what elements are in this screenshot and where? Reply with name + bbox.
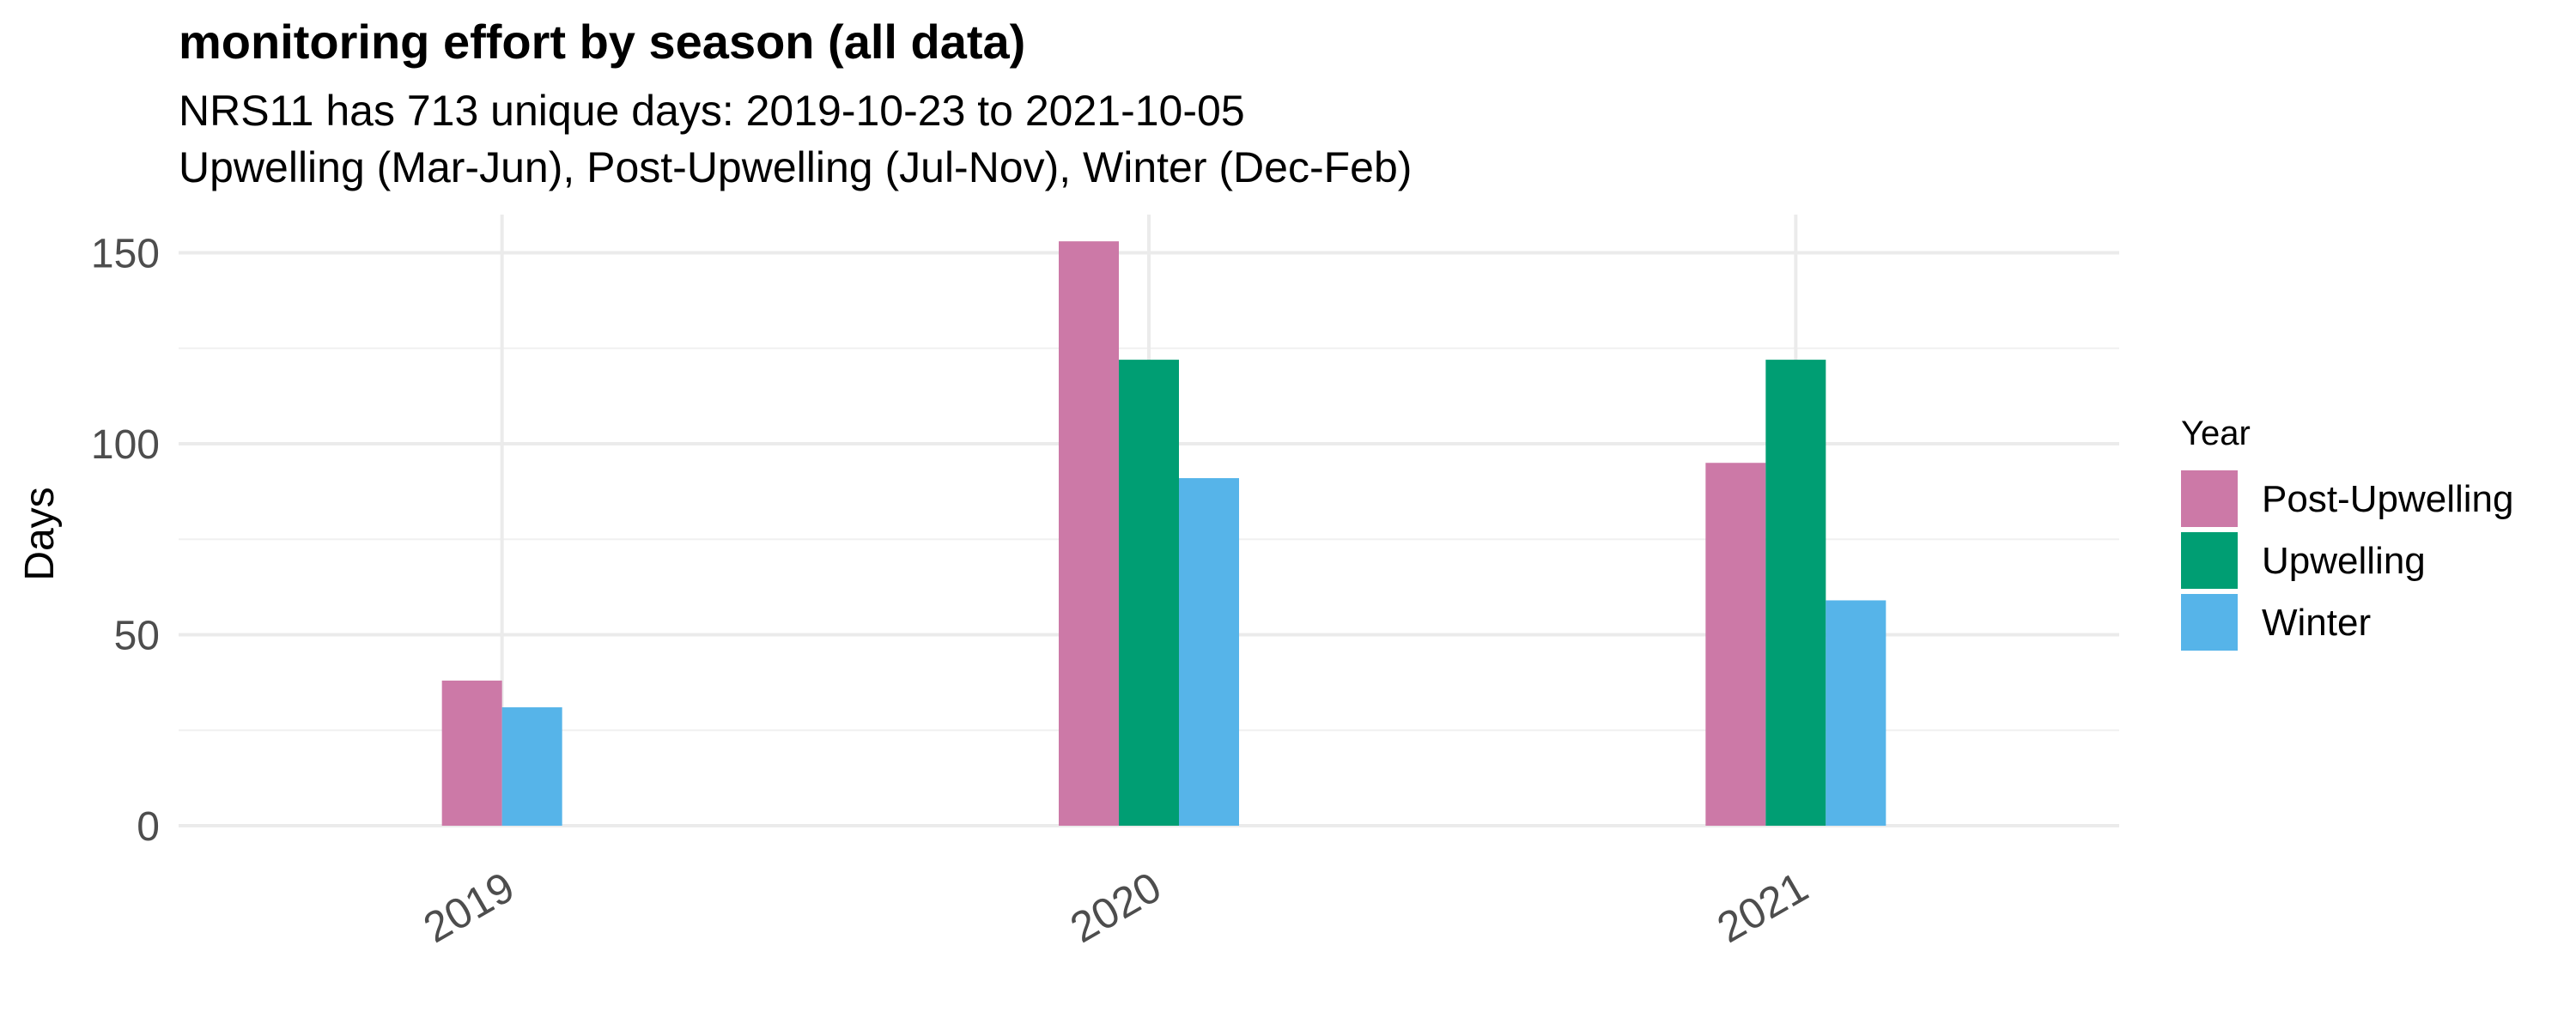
legend: Year Post-Upwelling Upwelling Winter: [2181, 415, 2513, 651]
y-tick-label: 100: [91, 422, 160, 468]
bar-2019-winter: [501, 707, 562, 826]
bars: [441, 241, 1886, 827]
legend-label-post-upwelling: Post-Upwelling: [2262, 478, 2513, 520]
chart-subtitle-line-2: Upwelling (Mar-Jun), Post-Upwelling (Jul…: [179, 143, 1412, 191]
chart-subtitle-line-1: NRS11 has 713 unique days: 2019-10-23 to…: [179, 87, 1245, 135]
bar-2021-winter: [1826, 600, 1886, 826]
x-tick-label-2019: 2019: [416, 863, 522, 952]
y-tick-label: 0: [137, 804, 160, 850]
legend-item-winter: Winter: [2181, 594, 2371, 651]
legend-label-upwelling: Upwelling: [2262, 540, 2426, 582]
bar-2020-winter: [1179, 478, 1239, 826]
legend-item-upwelling: Upwelling: [2181, 532, 2426, 589]
bar-2020-upwelling: [1119, 360, 1179, 827]
legend-title: Year: [2181, 415, 2251, 452]
legend-swatch-post-upwelling: [2181, 470, 2238, 527]
y-axis-ticks: 0 50 100 150: [91, 232, 160, 851]
x-tick-label-2020: 2020: [1062, 863, 1169, 952]
legend-swatch-upwelling: [2181, 532, 2238, 589]
legend-label-winter: Winter: [2262, 602, 2371, 644]
x-tick-label-2021: 2021: [1710, 863, 1816, 952]
bar-2019-post-upwelling: [441, 680, 502, 826]
y-tick-label: 50: [114, 614, 160, 659]
y-axis-title: Days: [17, 487, 63, 580]
chart-title: monitoring effort by season (all data): [179, 15, 1025, 69]
legend-item-post-upwelling: Post-Upwelling: [2181, 470, 2513, 527]
x-axis-ticks: 2019 2020 2021: [416, 863, 1816, 952]
legend-swatch-winter: [2181, 594, 2238, 651]
y-tick-label: 150: [91, 232, 160, 277]
bar-2020-post-upwelling: [1059, 241, 1119, 826]
legend-items: Post-Upwelling Upwelling Winter: [2181, 470, 2513, 651]
bar-2021-post-upwelling: [1705, 463, 1766, 826]
bar-2021-upwelling: [1765, 360, 1826, 827]
